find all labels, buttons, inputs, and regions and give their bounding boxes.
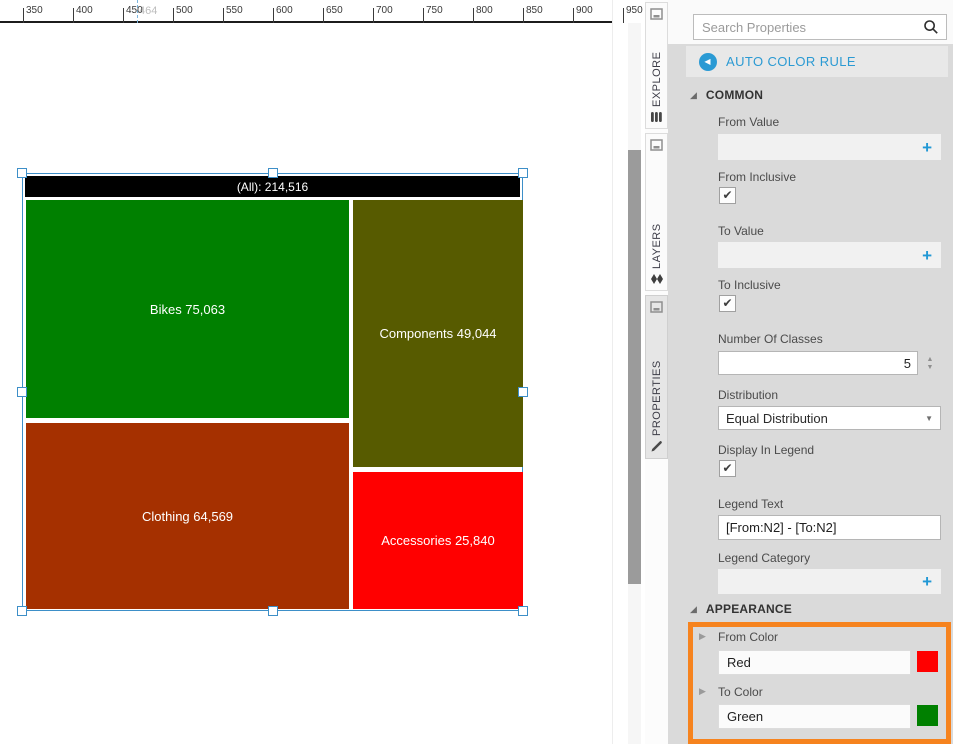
section-title: APPEARANCE (705, 602, 792, 616)
add-expression-icon[interactable]: + (922, 572, 932, 591)
ruler-position-marker (137, 0, 138, 23)
back-button[interactable]: ◀ (699, 52, 717, 71)
layers-icon (650, 273, 664, 285)
tab-label: PROPERTIES (650, 360, 663, 436)
ruler-marker-label: 464 (139, 5, 158, 17)
check-icon: ✔ (722, 461, 733, 475)
number-of-classes-input[interactable] (718, 351, 918, 375)
check-icon: ✔ (722, 296, 733, 310)
selection-handle[interactable] (17, 387, 27, 397)
from-value-label: From Value (718, 115, 780, 129)
vertical-scrollbar-thumb[interactable] (628, 150, 641, 584)
search-icon (923, 19, 939, 35)
from-inclusive-checkbox[interactable]: ✔ (719, 187, 736, 204)
distribution-label: Distribution (718, 388, 779, 402)
to-value-field[interactable]: + (718, 242, 941, 268)
treemap-widget[interactable]: (All): 214,516 Bikes 75,063 Components 4… (22, 173, 523, 611)
tile-label: Components 49,044 (379, 326, 497, 341)
dock-window-icon (650, 139, 663, 151)
tile-label: Accessories 25,840 (381, 533, 495, 548)
from-color-swatch[interactable] (917, 651, 938, 672)
to-color-expander-icon[interactable]: ▶ (699, 686, 706, 696)
tile-label: Bikes 75,063 (149, 301, 226, 317)
from-color-input[interactable] (718, 650, 911, 675)
treemap-tile-accessories: Accessories 25,840 (353, 472, 523, 609)
selection-handle[interactable] (518, 606, 528, 616)
from-color-expander-icon[interactable]: ▶ (699, 631, 706, 641)
breadcrumb-bar: ◀ AUTO COLOR RULE (686, 46, 948, 77)
tab-layers[interactable]: LAYERS (645, 133, 668, 291)
chevron-down-icon: ▼ (925, 413, 933, 423)
from-value-field[interactable]: + (718, 134, 941, 160)
selection-handle[interactable] (268, 606, 278, 616)
check-icon: ✔ (722, 188, 733, 202)
distribution-value: Equal Distribution (726, 410, 828, 426)
tab-label: LAYERS (650, 223, 663, 269)
database-icon (650, 111, 663, 123)
tile-label: Clothing 64,569 (141, 508, 234, 524)
back-arrow-icon: ◀ (704, 56, 711, 66)
ruler: 464 350 400 450 500 550 600 650 700 750 800 850 900… (0, 0, 643, 23)
to-value-label: To Value (718, 224, 764, 238)
to-color-swatch[interactable] (917, 705, 938, 726)
treemap-tile-bikes: Bikes 75,063 (26, 200, 349, 418)
tab-label: EXPLORE (650, 51, 663, 107)
display-in-legend-label: Display In Legend (718, 443, 815, 457)
to-inclusive-checkbox[interactable]: ✔ (719, 295, 736, 312)
side-tab-strip: EXPLORE LAYERS PROPERTIES (645, 0, 668, 744)
add-expression-icon[interactable]: + (922, 137, 932, 157)
tab-explore[interactable]: EXPLORE (645, 2, 668, 129)
legend-text-input[interactable] (718, 515, 941, 540)
treemap-root-node: (All): 214,516 (25, 176, 520, 197)
distribution-dropdown[interactable]: Equal Distribution ▼ (718, 406, 941, 430)
pencil-icon (650, 440, 663, 453)
dock-window-icon (650, 8, 663, 20)
treemap-tile-clothing: Clothing 64,569 (26, 423, 349, 609)
display-in-legend-checkbox[interactable]: ✔ (719, 460, 736, 477)
legend-text-label: Legend Text (718, 497, 784, 511)
properties-panel: ◀ AUTO COLOR RULE ◢ COMMON From Value + … (668, 0, 953, 744)
search-box (693, 14, 947, 40)
number-of-classes-spinner: ▲ ▼ (923, 352, 937, 375)
to-color-input[interactable] (718, 704, 911, 729)
search-input[interactable] (694, 19, 923, 35)
selection-handle[interactable] (17, 606, 27, 616)
spinner-up-icon[interactable]: ▲ (926, 356, 934, 363)
breadcrumb-title: AUTO COLOR RULE (726, 54, 857, 69)
selection-handle[interactable] (268, 168, 278, 178)
selection-handle[interactable] (518, 387, 528, 397)
number-of-classes-label: Number Of Classes (718, 332, 823, 346)
spinner-down-icon[interactable]: ▼ (926, 364, 934, 371)
selection-handle[interactable] (518, 168, 528, 178)
section-header-appearance[interactable]: ◢ APPEARANCE (690, 602, 792, 616)
canvas-edge (612, 0, 613, 744)
from-inclusive-label: From Inclusive (718, 170, 797, 184)
to-inclusive-label: To Inclusive (718, 278, 781, 292)
dock-window-icon (650, 301, 663, 313)
section-header-common[interactable]: ◢ COMMON (690, 88, 763, 102)
expander-icon: ◢ (690, 89, 697, 100)
panel-top-strip (668, 0, 953, 44)
legend-category-field[interactable]: + (718, 569, 941, 594)
from-color-label: From Color (718, 630, 779, 644)
selection-handle[interactable] (17, 168, 27, 178)
design-surface: 464 350 400 450 500 550 600 650 700 750 800 850 900… (0, 0, 643, 744)
legend-category-label: Legend Category (718, 551, 811, 565)
add-expression-icon[interactable]: + (922, 245, 932, 265)
to-color-label: To Color (718, 685, 763, 699)
treemap-tile-components: Components 49,044 (353, 200, 523, 467)
expander-icon: ◢ (690, 603, 697, 614)
section-title: COMMON (705, 88, 764, 102)
tab-properties[interactable]: PROPERTIES (645, 295, 668, 459)
